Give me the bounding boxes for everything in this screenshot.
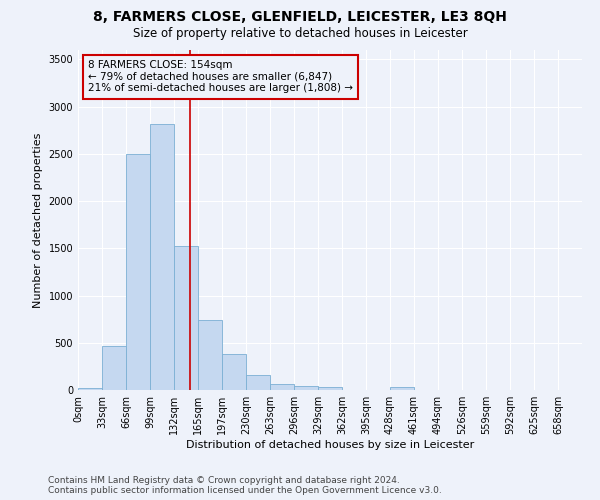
X-axis label: Distribution of detached houses by size in Leicester: Distribution of detached houses by size …	[186, 440, 474, 450]
Bar	[126, 154, 150, 390]
Bar	[390, 387, 414, 390]
Bar	[222, 354, 246, 390]
Bar	[198, 320, 222, 390]
Bar	[246, 376, 270, 390]
Text: 8 FARMERS CLOSE: 154sqm
← 79% of detached houses are smaller (6,847)
21% of semi: 8 FARMERS CLOSE: 154sqm ← 79% of detache…	[88, 60, 353, 94]
Y-axis label: Number of detached properties: Number of detached properties	[33, 132, 43, 308]
Text: Contains HM Land Registry data © Crown copyright and database right 2024.
Contai: Contains HM Land Registry data © Crown c…	[48, 476, 442, 495]
Bar	[78, 388, 102, 390]
Text: 8, FARMERS CLOSE, GLENFIELD, LEICESTER, LE3 8QH: 8, FARMERS CLOSE, GLENFIELD, LEICESTER, …	[93, 10, 507, 24]
Bar	[102, 346, 126, 390]
Bar	[174, 246, 198, 390]
Bar	[318, 387, 342, 390]
Text: Size of property relative to detached houses in Leicester: Size of property relative to detached ho…	[133, 28, 467, 40]
Bar	[270, 384, 294, 390]
Bar	[150, 124, 174, 390]
Bar	[294, 386, 318, 390]
